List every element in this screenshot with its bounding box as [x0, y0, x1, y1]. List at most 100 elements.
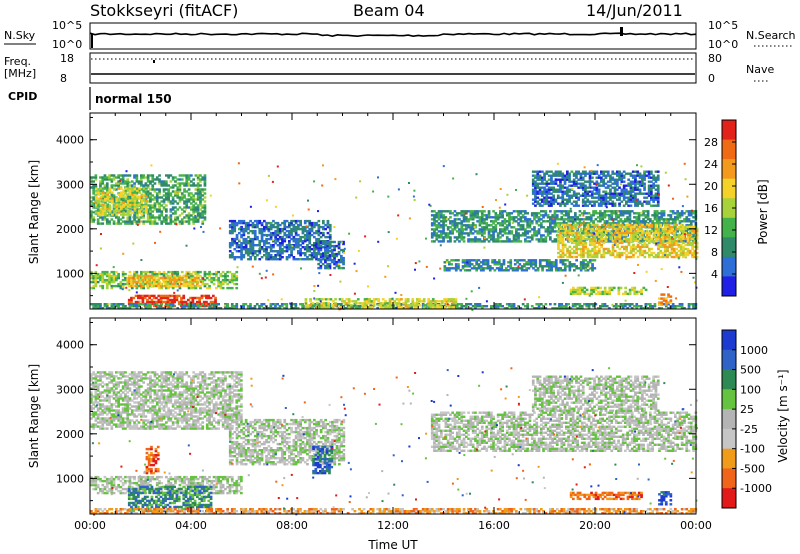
cell-region-1	[126, 189, 130, 192]
cell-region-9	[587, 236, 591, 239]
cell-region-10	[654, 253, 658, 257]
cell-region-5	[496, 303, 500, 306]
cell-region-0	[162, 182, 166, 185]
cell-region-7	[288, 233, 291, 237]
cell-region-2	[176, 282, 180, 286]
cell-region-9	[630, 220, 634, 223]
cell-region-3	[146, 280, 149, 284]
cell-region-6	[320, 304, 324, 307]
cell-region-7	[315, 246, 318, 249]
cell-region-0	[126, 180, 130, 183]
cell-region-7	[276, 252, 280, 255]
cell-region-9	[628, 214, 632, 217]
cell-region-0	[160, 210, 164, 213]
cell-region-0	[185, 180, 189, 183]
cell-region-2	[215, 274, 218, 278]
cell-region-9	[585, 218, 589, 221]
cell-region-2	[233, 274, 236, 278]
cell-region-3	[157, 282, 161, 286]
cell-region-0	[128, 196, 132, 199]
cell-region-6	[404, 298, 408, 301]
cell-region-8	[337, 246, 341, 250]
cell-region-9	[503, 220, 507, 223]
cell-region-7	[281, 248, 284, 251]
cell-region-0	[140, 210, 143, 213]
cell-region-2	[105, 284, 109, 288]
cell-region-0	[190, 214, 193, 217]
cell-region-9	[512, 210, 516, 213]
cell-region-5	[540, 307, 543, 310]
cell-region-6	[436, 300, 440, 303]
cell-region-2	[126, 280, 130, 284]
cell-region-7	[242, 246, 246, 249]
cell-region-7	[233, 240, 237, 243]
cell-region-5	[596, 307, 600, 310]
cell-region-7	[263, 233, 266, 237]
cell-region-5	[101, 307, 105, 310]
cell-region-7	[317, 223, 321, 227]
cell-region-0	[92, 176, 95, 179]
cell-region-4	[134, 300, 138, 304]
cell-region-3	[196, 274, 199, 278]
cell-region-8	[326, 244, 329, 248]
cell-region-7	[269, 254, 273, 257]
cell-region-1	[140, 195, 144, 198]
cell-region-2	[140, 276, 143, 280]
cell-region-10	[632, 253, 635, 257]
cell-region-11	[525, 267, 528, 270]
cell-region-0	[105, 178, 109, 181]
cell-region-9	[603, 212, 607, 215]
cell-region-4	[171, 300, 174, 304]
cell-region-0	[160, 220, 164, 223]
cell-region-7	[288, 231, 291, 235]
cell-region-9	[571, 216, 575, 219]
cell-region-9	[528, 218, 532, 221]
cell-region-5	[494, 307, 498, 310]
cell-region-10	[573, 231, 576, 235]
cell-region-5	[171, 305, 175, 308]
cell-region-7	[308, 223, 312, 227]
cell-region-5	[653, 303, 657, 306]
cell-region-7	[308, 246, 312, 249]
cell-region-6	[416, 300, 419, 303]
cell-region-0	[196, 188, 200, 191]
cell-region-0	[117, 176, 120, 179]
cell-region-7	[288, 242, 291, 245]
cell-region-1	[131, 211, 135, 214]
cell-region-7	[228, 242, 232, 245]
cell-region-8	[324, 252, 327, 256]
cell-region-9	[433, 216, 436, 219]
cell-region-10	[616, 223, 619, 227]
cell-region-5	[551, 307, 554, 310]
cell-region-9	[503, 232, 507, 235]
cell-region-2	[203, 282, 207, 286]
cell-region-2	[176, 270, 180, 274]
cell-region-1	[97, 209, 100, 212]
cell-region-2	[212, 282, 216, 286]
cell-region-7	[238, 244, 241, 247]
cell-region-5	[105, 303, 109, 306]
cell-region-0	[203, 216, 207, 219]
cell-region-2	[224, 280, 227, 284]
cell-region-5	[160, 303, 164, 306]
cell-region-9	[639, 214, 643, 217]
cell-region-10	[557, 233, 560, 237]
cell-region-4	[164, 296, 167, 300]
cell-region-3	[182, 284, 186, 288]
cell-region-1	[124, 203, 128, 206]
cell-region-9	[562, 214, 566, 217]
cell-region-2	[196, 272, 200, 276]
cell-region-9	[530, 214, 534, 217]
cell-region-0	[133, 220, 136, 223]
cell-region-5	[544, 303, 548, 306]
cell-region-7	[285, 246, 289, 249]
cell-region-0	[169, 208, 173, 211]
cell-region-9	[469, 216, 473, 219]
cell-region-3	[148, 282, 151, 286]
cell-region-5	[515, 307, 518, 310]
cell-region-9	[501, 220, 504, 223]
cell-region-9	[540, 222, 543, 225]
cell-region-9	[437, 210, 441, 213]
cell-region-6	[306, 304, 310, 307]
cell-region-7	[288, 246, 291, 249]
